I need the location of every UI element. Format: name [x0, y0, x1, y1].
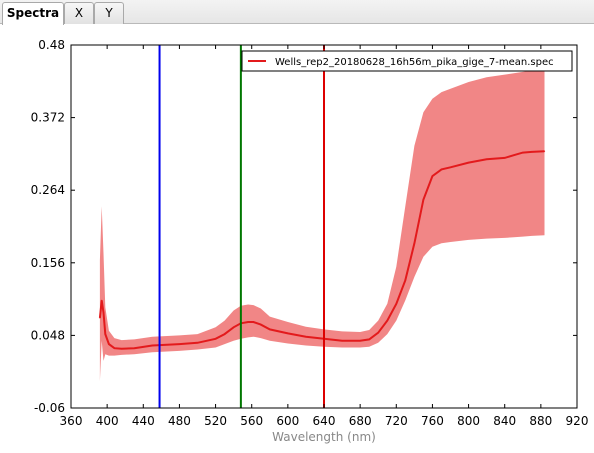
legend-label: Wells_rep2_20180628_16h56m_pika_gige_7-m… — [275, 57, 554, 68]
series-0-point — [440, 168, 443, 170]
series-0-point — [121, 348, 123, 350]
y-tick-label: 0.156 — [31, 256, 65, 270]
x-tick-label: 800 — [457, 414, 480, 428]
spectra-chart: 360 400 440 480 520 560 600 640 680 720 760 800 840 8… — [31, 38, 589, 444]
series-0-point — [513, 154, 515, 156]
series-0-point — [386, 320, 388, 322]
x-tick-label: 640 — [313, 414, 336, 428]
series-0-point — [287, 332, 289, 334]
series-0-point — [395, 303, 397, 305]
y-tick-label: 0.48 — [38, 38, 65, 52]
series-0-std-band — [99, 68, 545, 382]
y-tick-label: 0.048 — [31, 328, 65, 342]
x-tick-label: 560 — [240, 414, 263, 428]
spectra-panel: 360 400 440 480 520 560 600 640 680 720 760 800 840 8… — [0, 24, 594, 449]
series-0-point — [101, 299, 103, 301]
series-0-point — [522, 152, 524, 154]
series-0-point — [422, 199, 424, 201]
x-tick-label: 720 — [385, 414, 408, 428]
x-tick-label: 520 — [204, 414, 227, 428]
y-tick-label: -0.06 — [34, 401, 65, 415]
x-tick-label: 360 — [60, 414, 83, 428]
series-0-point — [341, 340, 343, 342]
series-0-point — [104, 333, 106, 335]
series-0-point — [151, 344, 153, 347]
series-0-point — [178, 343, 180, 345]
series-0-point — [269, 328, 271, 330]
x-tick-label: 920 — [566, 414, 589, 428]
x-tick-label: 440 — [132, 414, 155, 428]
series-0-point — [260, 324, 262, 326]
series-0-point — [504, 157, 506, 159]
x-axis-label: Wavelength (nm) — [272, 430, 376, 444]
x-tick-label: 400 — [96, 414, 119, 428]
series-0-point — [247, 321, 249, 323]
series-0-point — [377, 332, 379, 334]
series-0-point — [431, 175, 433, 177]
tab-spectra[interactable]: Spectra — [2, 2, 64, 25]
series-0-point — [108, 343, 110, 345]
series-0-point — [252, 321, 255, 323]
series-0-point — [413, 242, 415, 244]
series-0-point — [468, 162, 470, 164]
series-0-point — [543, 150, 546, 152]
series-0-point — [113, 347, 115, 349]
series-0-point — [404, 279, 406, 281]
x-tick-label: 840 — [493, 414, 516, 428]
legend-box — [241, 50, 573, 72]
tab-bar: Spectra X Y — [0, 0, 594, 25]
x-tick-label: 480 — [168, 414, 191, 428]
series-0-point — [102, 311, 105, 314]
series-0-point — [486, 158, 488, 160]
series-0-point — [233, 326, 235, 328]
x-tick-label: 680 — [349, 414, 372, 428]
y-tick-label: 0.372 — [31, 111, 65, 125]
series-0-point — [224, 333, 226, 335]
series-0-point — [99, 317, 101, 319]
x-tick-label: 600 — [276, 414, 299, 428]
x-tick-label: 760 — [421, 414, 444, 428]
series-0-point — [133, 347, 135, 349]
series-0-point — [359, 340, 361, 342]
x-tick-label: 880 — [529, 414, 552, 428]
series-0-point — [368, 338, 370, 340]
series-0-point — [531, 151, 533, 153]
y-tick-label: 0.264 — [31, 183, 65, 197]
series-0-point — [305, 336, 307, 338]
tab-x[interactable]: X — [64, 2, 94, 24]
series-0-point — [215, 338, 217, 340]
series-0-point — [449, 166, 452, 168]
series-0-point — [196, 342, 199, 344]
tab-y[interactable]: Y — [94, 2, 124, 24]
